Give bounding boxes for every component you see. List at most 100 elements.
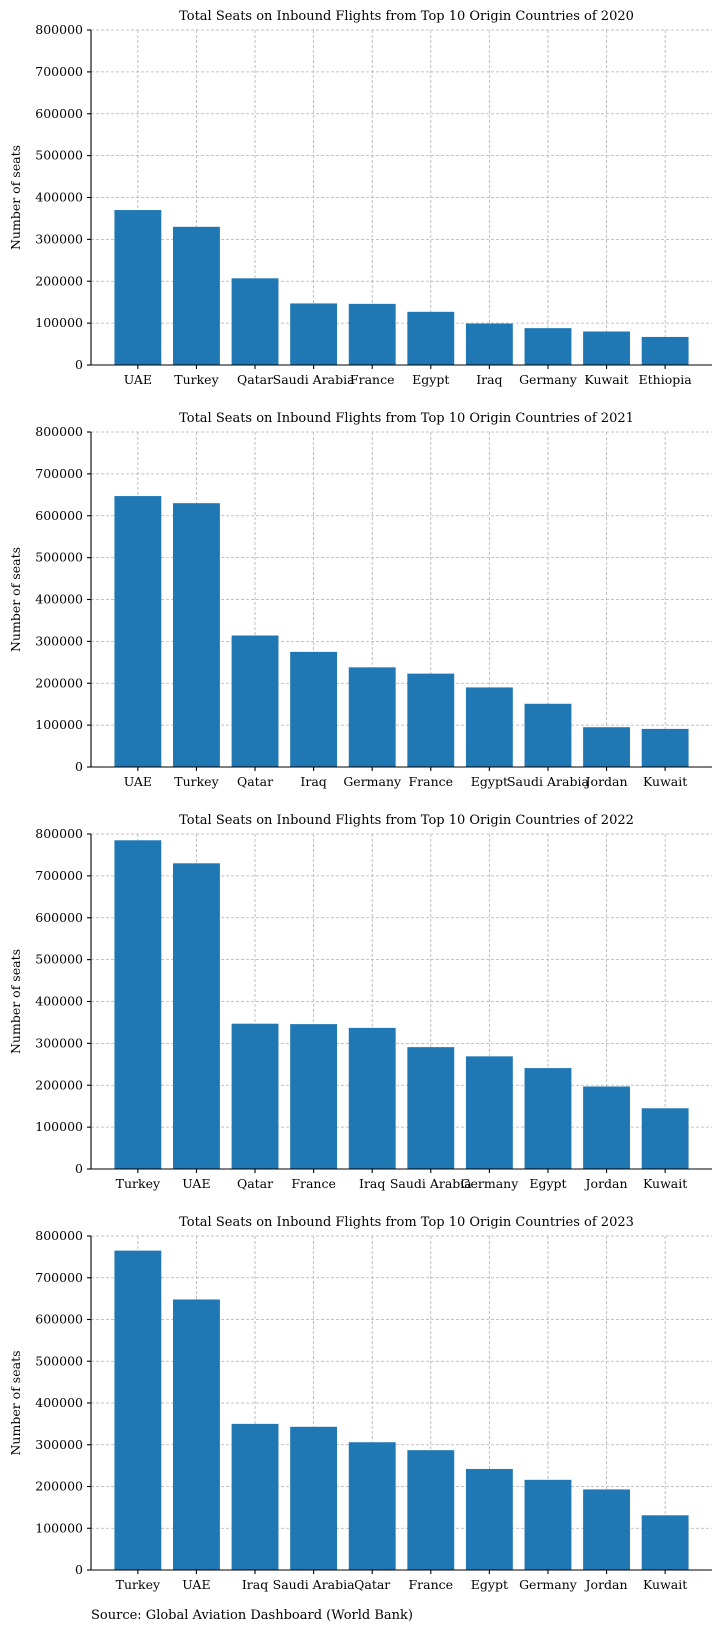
y-tick-label: 300000 bbox=[35, 231, 83, 246]
y-tick-label: 400000 bbox=[35, 994, 83, 1009]
bar bbox=[348, 1027, 396, 1169]
bar bbox=[641, 1515, 689, 1570]
x-tick-label: Saudi Arabia bbox=[273, 372, 355, 387]
chart-title: Total Seats on Inbound Flights from Top … bbox=[179, 1215, 634, 1230]
x-tick-label: Saudi Arabia bbox=[390, 1176, 472, 1191]
y-tick-label: 0 bbox=[75, 1161, 83, 1176]
x-tick-label: Qatar bbox=[354, 1577, 390, 1592]
bar bbox=[114, 1250, 162, 1570]
y-tick-label: 700000 bbox=[35, 64, 83, 79]
bar bbox=[173, 1299, 220, 1570]
bar bbox=[465, 687, 513, 767]
y-tick-label: 200000 bbox=[35, 1479, 83, 1494]
y-axis-label: Number of seats bbox=[8, 145, 23, 250]
bar bbox=[524, 703, 572, 767]
x-tick-label: Iraq bbox=[300, 774, 326, 789]
y-tick-label: 100000 bbox=[35, 1119, 83, 1134]
bar bbox=[231, 635, 279, 767]
chart-panel-1: 0 100000 200000 300000 400000 500000 600000 700… bbox=[8, 9, 712, 387]
x-tick-label: Jordan bbox=[584, 1577, 628, 1592]
x-tick-label: Qatar bbox=[237, 774, 273, 789]
y-tick-label: 300000 bbox=[35, 633, 83, 648]
bar bbox=[231, 1423, 279, 1570]
bar bbox=[407, 1450, 455, 1570]
bar bbox=[583, 1086, 630, 1169]
bar bbox=[231, 1023, 279, 1169]
chart-panel-3: 0 100000 200000 300000 400000 500000 600000 700… bbox=[8, 813, 712, 1191]
x-tick-label: UAE bbox=[124, 372, 152, 387]
bar bbox=[641, 336, 689, 365]
x-tick-label: UAE bbox=[182, 1577, 210, 1592]
bar bbox=[524, 1068, 572, 1169]
y-tick-label: 100000 bbox=[35, 1520, 83, 1535]
y-tick-label: 500000 bbox=[35, 148, 83, 163]
x-tick-label: France bbox=[409, 1577, 454, 1592]
y-tick-label: 200000 bbox=[35, 675, 83, 690]
y-tick-label: 500000 bbox=[35, 550, 83, 565]
y-tick-label: 0 bbox=[75, 1562, 83, 1577]
y-tick-label: 600000 bbox=[35, 508, 83, 523]
y-axis-label: Number of seats bbox=[8, 1350, 23, 1455]
y-tick-label: 700000 bbox=[35, 466, 83, 481]
y-tick-label: 500000 bbox=[35, 1353, 83, 1368]
bar bbox=[114, 840, 162, 1169]
x-tick-label: Saudi Arabia bbox=[273, 1577, 355, 1592]
bar bbox=[348, 303, 396, 365]
x-tick-label: France bbox=[350, 372, 395, 387]
y-tick-label: 800000 bbox=[35, 424, 83, 439]
bar bbox=[641, 1108, 689, 1169]
bar bbox=[641, 728, 689, 767]
x-tick-label: Turkey bbox=[174, 774, 219, 789]
bar bbox=[583, 331, 630, 365]
y-tick-label: 0 bbox=[75, 357, 83, 372]
x-tick-label: Kuwait bbox=[584, 372, 628, 387]
x-tick-label: France bbox=[409, 774, 454, 789]
x-tick-label: Qatar bbox=[237, 372, 273, 387]
x-tick-label: Germany bbox=[519, 1577, 578, 1592]
y-tick-label: 700000 bbox=[35, 868, 83, 883]
bar bbox=[231, 278, 279, 365]
y-axis-label: Number of seats bbox=[8, 547, 23, 652]
y-tick-label: 100000 bbox=[35, 717, 83, 732]
x-tick-label: Jordan bbox=[584, 1176, 628, 1191]
y-tick-label: 800000 bbox=[35, 22, 83, 37]
bar bbox=[465, 323, 513, 365]
x-tick-label: Iraq bbox=[242, 1577, 268, 1592]
x-tick-label: Turkey bbox=[116, 1176, 161, 1191]
bar bbox=[173, 226, 220, 365]
x-tick-label: Germany bbox=[519, 372, 578, 387]
bar bbox=[407, 673, 455, 767]
y-tick-label: 400000 bbox=[35, 592, 83, 607]
chart-panel-2: 0 100000 200000 300000 400000 500000 600000 700… bbox=[8, 411, 712, 789]
y-tick-label: 200000 bbox=[35, 1077, 83, 1092]
y-tick-label: 700000 bbox=[35, 1270, 83, 1285]
x-tick-label: Jordan bbox=[584, 774, 628, 789]
bar bbox=[173, 503, 220, 767]
x-tick-label: Qatar bbox=[237, 1176, 273, 1191]
bar bbox=[407, 311, 455, 365]
x-tick-label: UAE bbox=[124, 774, 152, 789]
x-tick-label: Saudi Arabia bbox=[507, 774, 589, 789]
y-tick-label: 600000 bbox=[35, 106, 83, 121]
y-tick-label: 400000 bbox=[35, 190, 83, 205]
bar bbox=[290, 651, 338, 767]
bar bbox=[348, 667, 396, 767]
bar bbox=[114, 210, 162, 365]
y-tick-label: 200000 bbox=[35, 273, 83, 288]
x-tick-label: France bbox=[291, 1176, 336, 1191]
x-tick-label: Egypt bbox=[471, 1577, 508, 1592]
x-tick-label: Ethiopia bbox=[639, 372, 693, 387]
chart-panel-4: 0 100000 200000 300000 400000 500000 600000 700… bbox=[8, 1215, 712, 1592]
bar bbox=[524, 1479, 572, 1570]
bar bbox=[465, 1056, 513, 1169]
bar bbox=[173, 863, 220, 1169]
chart-title: Total Seats on Inbound Flights from Top … bbox=[179, 9, 634, 24]
bar bbox=[583, 727, 630, 767]
bar bbox=[290, 1426, 338, 1570]
bar bbox=[524, 328, 572, 365]
y-tick-label: 300000 bbox=[35, 1437, 83, 1452]
x-tick-label: Iraq bbox=[359, 1176, 385, 1191]
x-tick-label: Germany bbox=[343, 774, 402, 789]
source-note: Source: Global Aviation Dashboard (World… bbox=[91, 1608, 413, 1623]
